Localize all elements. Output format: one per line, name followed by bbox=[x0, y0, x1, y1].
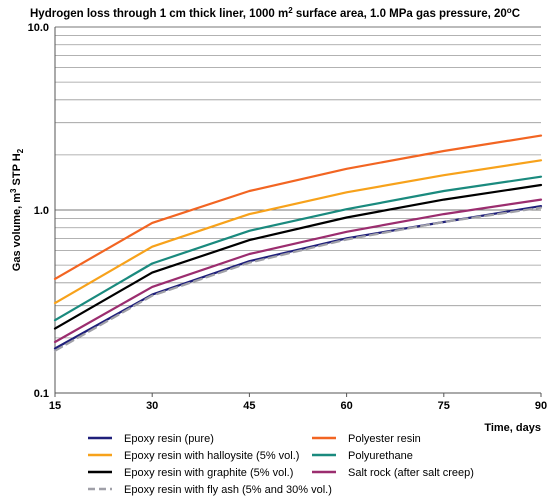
series-lines bbox=[53, 134, 543, 352]
tick-labels: 15 30 45 60 75 90 0.1 1.0 10.0 bbox=[28, 22, 548, 412]
legend-label: Epoxy resin with halloysite (5% vol.) bbox=[124, 450, 299, 462]
x-axis-label: Time, days bbox=[484, 422, 541, 434]
y-axis-label: Gas volume, m3 STP H2 bbox=[9, 148, 25, 271]
legend: Epoxy resin (pure) Polyester resin Epoxy r… bbox=[88, 433, 474, 496]
x-tick-label: 60 bbox=[340, 400, 352, 412]
legend-label: Epoxy resin with fly ash (5% and 30% vol… bbox=[124, 484, 332, 496]
y-tick-label: 0.1 bbox=[34, 388, 49, 400]
chart-title: Hydrogen loss through 1 cm thick liner, … bbox=[30, 6, 520, 20]
series-line bbox=[53, 206, 543, 352]
legend-label: Epoxy resin with graphite (5% vol.) bbox=[124, 467, 293, 479]
x-tick-label: 15 bbox=[49, 400, 61, 412]
legend-label: Salt rock (after salt creep) bbox=[348, 467, 474, 479]
x-tick-label: 75 bbox=[438, 400, 450, 412]
x-tick-label: 30 bbox=[146, 400, 158, 412]
x-tick-label: 90 bbox=[535, 400, 547, 412]
legend-label: Polyurethane bbox=[348, 450, 413, 462]
y-tick-label: 10.0 bbox=[28, 22, 49, 34]
series-line bbox=[53, 159, 543, 305]
legend-label: Polyester resin bbox=[348, 433, 421, 445]
series-line bbox=[53, 198, 543, 344]
y-tick-label: 1.0 bbox=[34, 205, 49, 217]
grid bbox=[55, 26, 541, 394]
series-line bbox=[53, 175, 543, 322]
series-line bbox=[53, 134, 543, 280]
legend-label: Epoxy resin (pure) bbox=[124, 433, 214, 445]
series-line bbox=[53, 183, 543, 330]
axes bbox=[54, 27, 542, 397]
x-tick-label: 45 bbox=[243, 400, 255, 412]
